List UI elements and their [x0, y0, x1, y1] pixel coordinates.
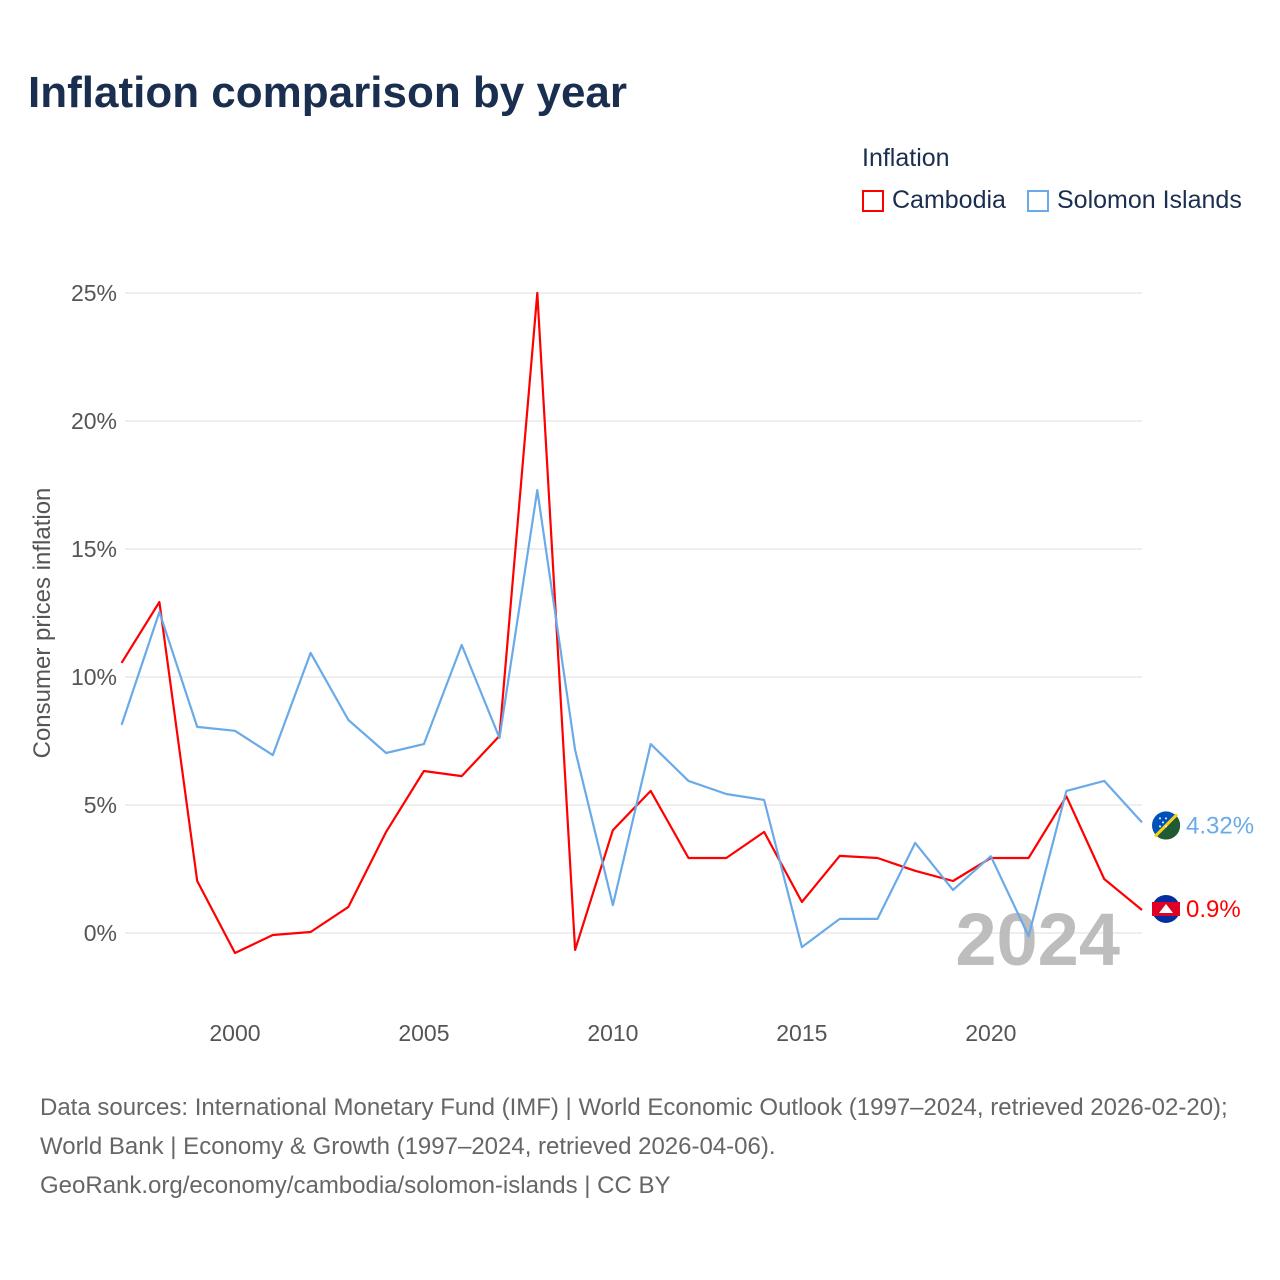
legend-item-cambodia[interactable]: Cambodia — [862, 186, 1006, 215]
y-tick-label: 15% — [71, 536, 117, 562]
data-point[interactable] — [572, 747, 578, 753]
cambodia-flag-icon — [1152, 894, 1180, 923]
chart-title: Inflation comparison by year — [28, 68, 628, 117]
data-point[interactable] — [308, 929, 314, 935]
data-point[interactable] — [194, 724, 200, 730]
line-chart: 0% 5% 10% 15% 20% 25% 2000 2005 2010 2015 2020 Co… — [29, 280, 1254, 1046]
x-tick-label: 2005 — [398, 1020, 449, 1046]
data-point[interactable] — [610, 827, 616, 833]
data-point[interactable] — [988, 853, 994, 859]
data-point[interactable] — [1026, 933, 1032, 939]
solomon-islands-flag-icon — [1152, 811, 1181, 840]
data-point[interactable] — [610, 902, 616, 908]
y-axis-label: Consumer prices inflation — [29, 488, 56, 759]
data-point[interactable] — [874, 855, 880, 861]
data-point[interactable] — [534, 487, 540, 493]
x-tick-label: 2015 — [776, 1020, 827, 1046]
data-point[interactable] — [156, 599, 162, 605]
data-point[interactable] — [723, 791, 729, 797]
data-point[interactable] — [685, 855, 691, 861]
data-point[interactable] — [799, 944, 805, 950]
data-point[interactable] — [572, 947, 578, 953]
x-tick-label: 2010 — [587, 1020, 638, 1046]
data-point[interactable] — [1063, 788, 1069, 794]
sources-text: Data sources: International Monetary Fun… — [40, 1094, 1228, 1160]
data-point[interactable] — [383, 750, 389, 756]
data-point[interactable] — [648, 788, 654, 794]
data-point[interactable] — [950, 887, 956, 893]
end-value-label: 4.32% — [1186, 812, 1254, 839]
legend-label: Solomon Islands — [1057, 186, 1242, 214]
y-tick-label: 10% — [71, 664, 117, 690]
data-point[interactable] — [1139, 819, 1145, 825]
data-point[interactable] — [799, 899, 805, 905]
data-point[interactable] — [270, 752, 276, 758]
x-tick-label: 2000 — [209, 1020, 260, 1046]
data-point[interactable] — [912, 840, 918, 846]
data-point[interactable] — [421, 768, 427, 774]
year-watermark: 2024 — [955, 898, 1120, 981]
data-point[interactable] — [308, 650, 314, 656]
data-point[interactable] — [912, 868, 918, 874]
legend-swatch-cambodia — [862, 189, 884, 212]
data-point[interactable] — [119, 660, 125, 666]
data-point[interactable] — [1139, 907, 1145, 913]
data-point[interactable] — [459, 773, 465, 779]
data-point[interactable] — [345, 717, 351, 723]
data-sources: Data sources: International Monetary Fun… — [40, 1088, 1250, 1205]
data-point[interactable] — [837, 853, 843, 859]
data-point[interactable] — [761, 829, 767, 835]
data-point[interactable] — [534, 290, 540, 296]
data-point[interactable] — [119, 722, 125, 728]
data-point[interactable] — [194, 878, 200, 884]
data-point[interactable] — [648, 741, 654, 747]
data-point[interactable] — [837, 916, 843, 922]
data-point[interactable] — [421, 741, 427, 747]
data-point[interactable] — [1101, 876, 1107, 882]
data-point[interactable] — [232, 728, 238, 734]
data-point[interactable] — [761, 797, 767, 803]
x-tick-label: 2020 — [965, 1020, 1016, 1046]
data-point[interactable] — [685, 778, 691, 784]
data-point[interactable] — [383, 829, 389, 835]
legend-swatch-solomon-islands — [1027, 189, 1049, 212]
end-value-label: 0.9% — [1186, 896, 1241, 923]
data-point[interactable] — [345, 904, 351, 910]
series-line-solomon-islands[interactable] — [120, 489, 1143, 949]
data-point[interactable] — [497, 735, 503, 741]
data-point[interactable] — [950, 878, 956, 884]
legend-label: Cambodia — [892, 186, 1006, 214]
data-point[interactable] — [874, 916, 880, 922]
data-point[interactable] — [270, 932, 276, 938]
sources-link[interactable]: GeoRank.org/economy/cambodia/solomon-isl… — [40, 1172, 671, 1199]
y-tick-label: 0% — [84, 920, 117, 946]
data-point[interactable] — [459, 642, 465, 648]
legend-title: Inflation — [862, 144, 950, 172]
data-point[interactable] — [232, 950, 238, 956]
series-line-cambodia[interactable] — [120, 291, 1143, 955]
y-tick-label: 20% — [71, 408, 117, 434]
y-tick-label: 25% — [71, 280, 117, 306]
data-point[interactable] — [156, 609, 162, 615]
data-point[interactable] — [723, 855, 729, 861]
data-point[interactable] — [1101, 778, 1107, 784]
data-point[interactable] — [1026, 855, 1032, 861]
legend-item-solomon-islands[interactable]: Solomon Islands — [1027, 186, 1242, 215]
y-tick-label: 5% — [84, 792, 117, 818]
